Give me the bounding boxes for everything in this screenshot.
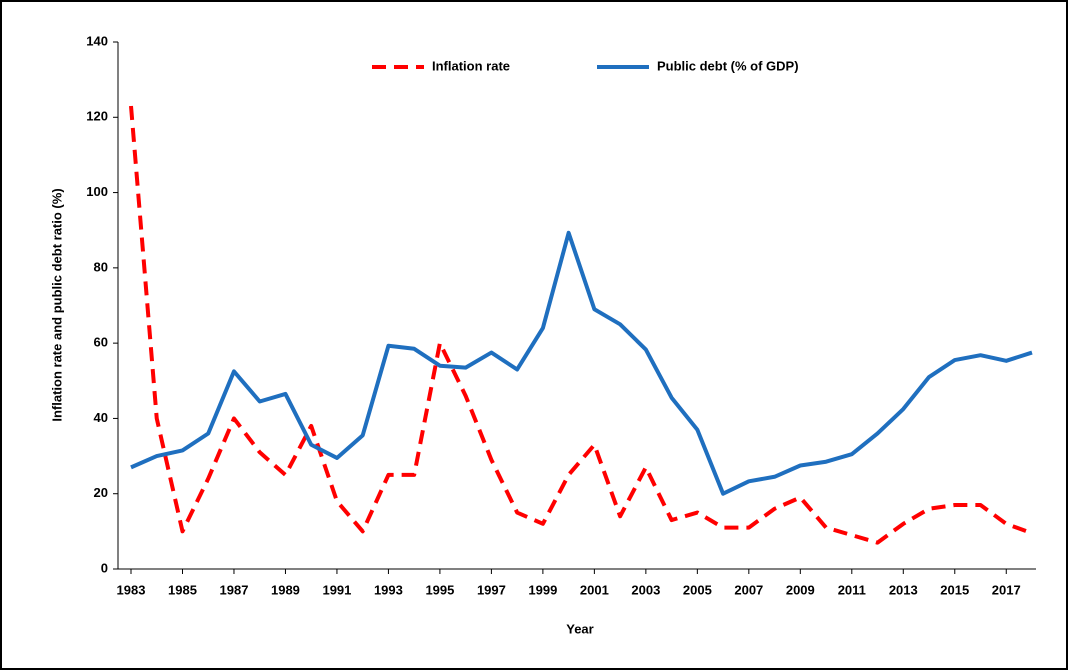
series-line <box>129 105 1033 545</box>
y-tick-label: 140 <box>86 33 108 48</box>
x-tick-label: 2003 <box>631 582 660 597</box>
x-tick-label: 2001 <box>580 582 609 597</box>
x-tick-label: 1999 <box>528 582 557 597</box>
x-tick-label: 2009 <box>786 582 815 597</box>
x-tick-label: 1987 <box>220 582 249 597</box>
y-tick-label: 0 <box>101 560 108 575</box>
y-tick-label: 80 <box>94 259 108 274</box>
y-tick-label: 20 <box>94 485 108 500</box>
y-tick-label: 40 <box>94 410 108 425</box>
y-tick-label: 60 <box>94 335 108 350</box>
x-tick-label: 2013 <box>889 582 918 597</box>
y-tick-label: 120 <box>86 109 108 124</box>
x-tick-label: 1985 <box>168 582 197 597</box>
x-tick-label: 2015 <box>940 582 969 597</box>
x-tick-label: 2011 <box>838 582 866 597</box>
x-tick-label: 1983 <box>117 582 146 597</box>
x-tick-label: 2007 <box>734 582 763 597</box>
x-tick-label: 1995 <box>425 582 454 597</box>
legend-label: Public debt (% of GDP) <box>657 58 799 73</box>
x-axis-label: Year <box>566 621 593 636</box>
x-tick-label: 1989 <box>271 582 300 597</box>
series-line <box>130 230 1033 496</box>
legend-label: Inflation rate <box>432 58 510 73</box>
x-tick-label: 1991 <box>322 582 351 597</box>
x-tick-label: 1993 <box>374 582 403 597</box>
y-tick-label: 100 <box>86 184 108 199</box>
y-axis-label: Inflation rate and public debt ratio (%) <box>49 188 64 421</box>
x-tick-label: 1997 <box>477 582 506 597</box>
x-tick-label: 2017 <box>992 582 1021 597</box>
x-tick-label: 2005 <box>683 582 712 597</box>
